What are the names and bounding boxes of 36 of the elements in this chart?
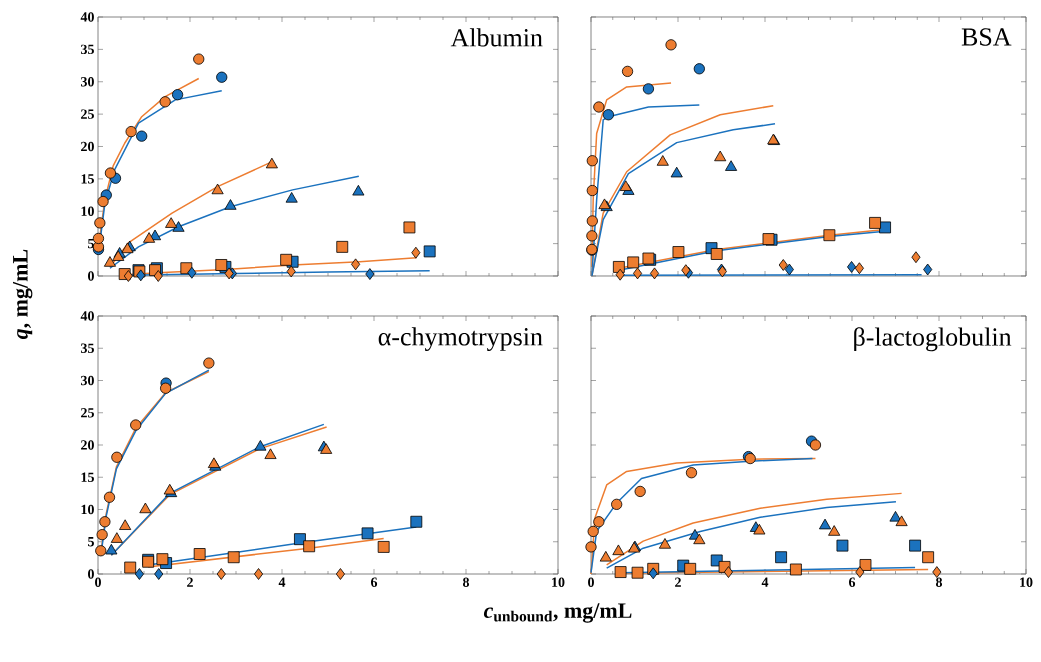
chart-title: β-lactoglobulin bbox=[854, 327, 1012, 352]
y-tick-label: 5 bbox=[88, 238, 94, 249]
y-tick-label: 30 bbox=[81, 375, 94, 386]
x-tick-label: 0 bbox=[588, 577, 594, 587]
x-tick-label: 8 bbox=[935, 577, 943, 587]
x-tick-label: 10 bbox=[552, 577, 565, 587]
y-tick-label: 15 bbox=[81, 472, 94, 482]
x-tick-label: 4 bbox=[761, 577, 769, 587]
chart-title: α-chymotrypsin bbox=[378, 327, 543, 351]
y-tick-label: 0 bbox=[88, 569, 94, 579]
y-tick-label: 25 bbox=[81, 408, 94, 418]
y-tick-label: 10 bbox=[81, 504, 94, 515]
y-tick-label: 40 bbox=[80, 311, 94, 321]
x-tick-label: 8 bbox=[462, 577, 470, 587]
x-tick-label: 2 bbox=[675, 577, 681, 587]
chart-title: Albumin bbox=[450, 28, 543, 47]
y-tick-label: 20 bbox=[81, 141, 94, 152]
x-tick-label: 4 bbox=[278, 577, 286, 587]
x-tick-label: 6 bbox=[849, 577, 856, 587]
y-axis-title: q, mg/mL bbox=[13, 249, 33, 340]
y-tick-label: 20 bbox=[81, 440, 94, 450]
y-tick-label: 0 bbox=[88, 271, 94, 281]
chart-title: BSA bbox=[961, 28, 1012, 46]
x-axis-title: c$_{unbound}$, mg/mL bbox=[483, 603, 632, 623]
y-tick-label: 10 bbox=[81, 206, 94, 216]
y-tick-label: 35 bbox=[81, 44, 94, 55]
x-tick-label: 2 bbox=[187, 577, 193, 587]
x-tick-label: 10 bbox=[1020, 577, 1033, 587]
y-tick-label: 25 bbox=[81, 109, 94, 119]
y-tick-label: 40 bbox=[80, 12, 94, 22]
x-tick-label: 6 bbox=[370, 577, 378, 587]
y-tick-label: 5 bbox=[88, 537, 94, 547]
y-tick-label: 35 bbox=[81, 343, 94, 353]
y-tick-label: 30 bbox=[81, 77, 94, 87]
x-tick-label: 0 bbox=[95, 577, 101, 587]
y-tick-label: 15 bbox=[81, 174, 94, 184]
